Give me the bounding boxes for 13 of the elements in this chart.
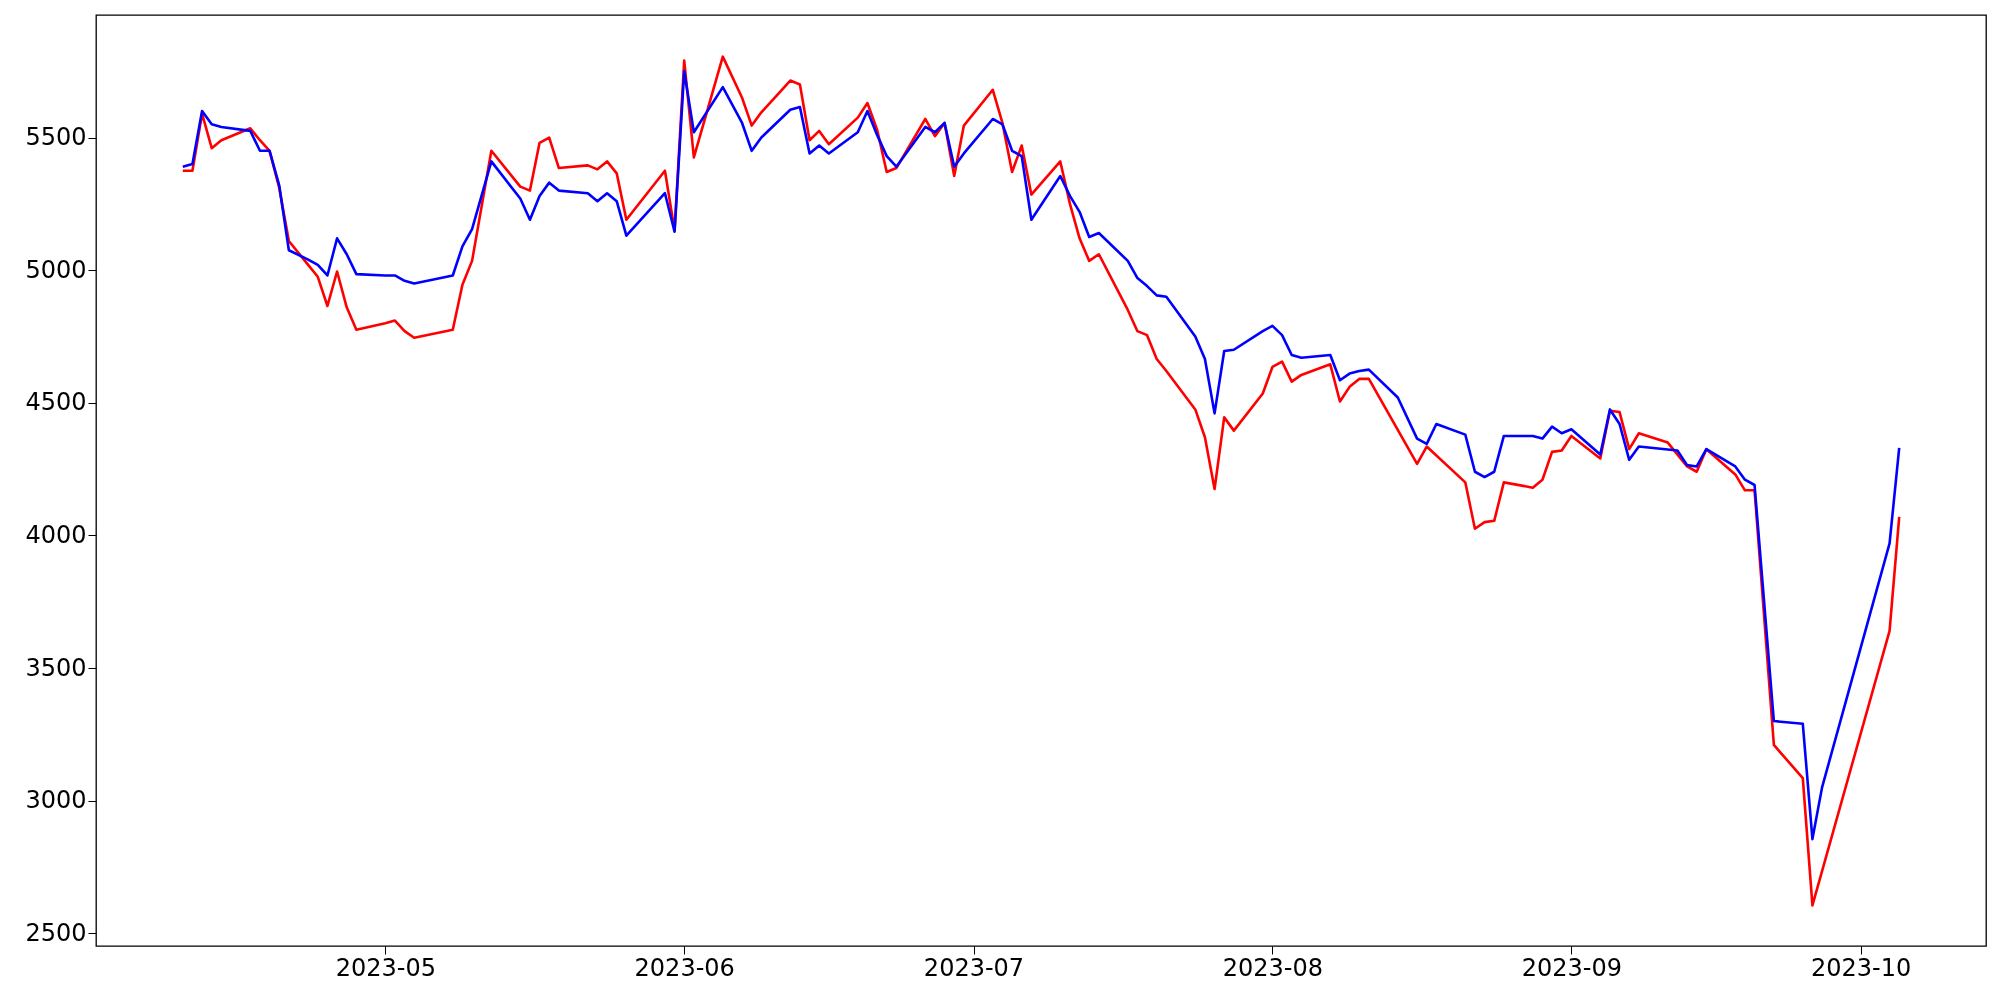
x-tick-label: 2023-06 — [634, 953, 735, 982]
x-tick-label: 2023-08 — [1222, 953, 1324, 982]
y-tick-label: 4000 — [25, 520, 87, 549]
x-tick-label: 2023-05 — [335, 953, 436, 982]
x-tick-label: 2023-10 — [1811, 953, 1912, 982]
y-tick-label: 5500 — [25, 123, 87, 152]
y-tick-label: 5000 — [25, 255, 87, 284]
y-tick-label: 3500 — [25, 653, 87, 682]
x-tick-label: 2023-07 — [923, 953, 1025, 982]
x-tick-label: 2023-09 — [1521, 953, 1622, 982]
y-tick-label: 2500 — [25, 918, 87, 947]
y-tick-label: 3000 — [25, 786, 87, 815]
y-tick-label: 4500 — [25, 388, 87, 417]
